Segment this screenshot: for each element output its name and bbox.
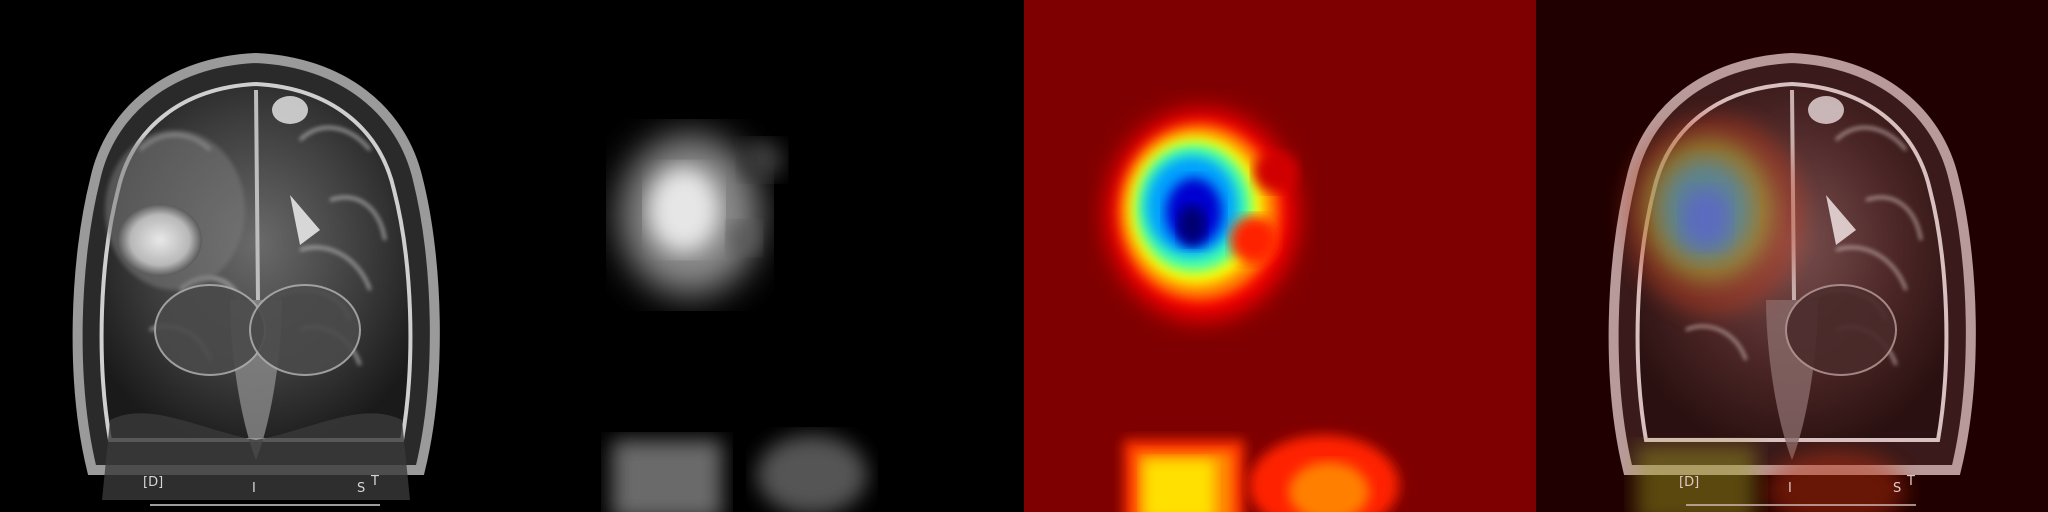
overlay-orientation-label-top: T	[1907, 474, 1915, 489]
saliency-heatmap-panel	[1024, 0, 1536, 512]
orientation-label-top: T	[371, 474, 379, 489]
orientation-label-mid: I	[252, 481, 256, 496]
orientation-label-right: S	[357, 481, 366, 496]
saliency-grayscale-panel	[512, 0, 1024, 512]
overlay-orientation-label-mid: I	[1788, 481, 1792, 496]
overlay-orientation-label-left: [D]	[1679, 475, 1700, 490]
mri-panel: [D] I S T	[0, 0, 512, 512]
saliency-heatmap-image	[1024, 0, 1536, 512]
overlay-image	[1536, 0, 2048, 512]
overlay-panel: [D] I S T	[1536, 0, 2048, 512]
orientation-label-left: [D]	[143, 475, 164, 490]
overlay-orientation-label-right: S	[1893, 481, 1902, 496]
lesion	[118, 204, 202, 276]
mri-image	[0, 0, 512, 512]
saliency-grayscale-image	[512, 0, 1024, 512]
